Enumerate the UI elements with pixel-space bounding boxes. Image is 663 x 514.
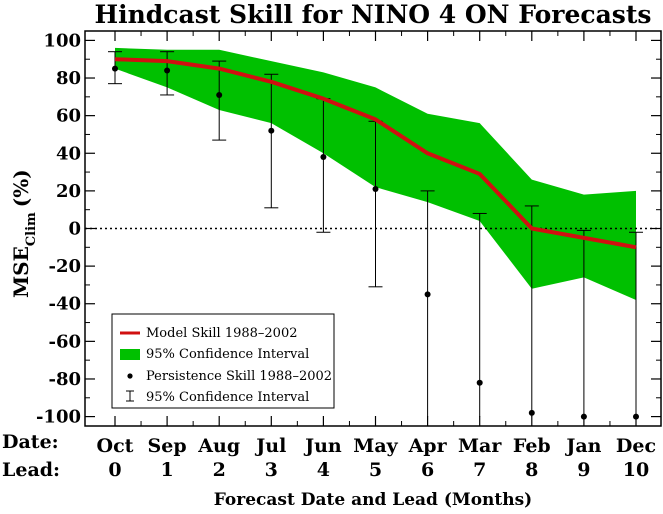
x-lead-label: 4 bbox=[317, 459, 330, 481]
error-bar bbox=[576, 229, 591, 417]
y-axis-title-main: MSE bbox=[9, 246, 33, 298]
y-tick-label: -60 bbox=[48, 331, 81, 352]
x-lead-label: 9 bbox=[577, 459, 590, 481]
x-lead-label: 5 bbox=[369, 459, 382, 481]
x-lead-label: 2 bbox=[213, 459, 226, 481]
x-date-label: Oct bbox=[97, 435, 134, 457]
x-date-label: Jan bbox=[564, 435, 601, 457]
x-date-label: Apr bbox=[408, 435, 448, 457]
x-date-label: Feb bbox=[513, 435, 551, 457]
model-skill-line bbox=[114, 57, 637, 250]
x-lead-label: 1 bbox=[160, 459, 173, 481]
x-date-label: Aug bbox=[197, 435, 240, 457]
persistence-point bbox=[268, 127, 275, 134]
y-tick-label: -100 bbox=[36, 407, 81, 428]
error-bar bbox=[524, 205, 539, 417]
persistence-point bbox=[112, 65, 118, 72]
persistence-point bbox=[424, 291, 431, 298]
error-bar bbox=[264, 73, 279, 209]
y-axis-title-unit: (%) bbox=[9, 169, 33, 207]
x-axis-title: Forecast Date and Lead (Months) bbox=[214, 490, 532, 510]
x-lead-label: 3 bbox=[265, 459, 278, 481]
y-axis-title: MSEClim (%) bbox=[9, 169, 39, 298]
persistence-point bbox=[164, 67, 171, 74]
y-tick-label: 100 bbox=[43, 30, 81, 51]
x-date-label: May bbox=[353, 435, 398, 457]
x-date-label: Dec bbox=[616, 435, 656, 457]
x-date-label: Jul bbox=[254, 435, 286, 457]
date-row-label: Date: bbox=[2, 431, 59, 453]
error-bar bbox=[420, 190, 435, 417]
persistence-point bbox=[372, 186, 379, 192]
legend-persistence-dot bbox=[127, 373, 133, 379]
svg-text:MSEClim(%): MSEClim (%) bbox=[9, 169, 39, 298]
y-axis-title-subscript: Clim bbox=[24, 212, 39, 246]
legend-errorbar-label: 95% Confidence Interval bbox=[146, 390, 309, 405]
y-tick-label: -80 bbox=[48, 369, 81, 390]
x-lead-label: 0 bbox=[108, 459, 121, 481]
legend-band-swatch bbox=[120, 349, 140, 360]
x-date-label: Jun bbox=[303, 435, 342, 457]
y-tick-label: 0 bbox=[68, 219, 81, 240]
legend-box bbox=[111, 313, 335, 409]
x-lead-label: 7 bbox=[473, 459, 486, 481]
legend-band-label: 95% Confidence Interval bbox=[146, 347, 309, 362]
persistence-point bbox=[476, 379, 483, 386]
x-axis-ticks bbox=[114, 31, 637, 426]
y-tick-label: 40 bbox=[56, 143, 81, 164]
y-tick-label: 80 bbox=[56, 68, 81, 89]
chart-title: Hindcast Skill for NINO 4 ON Forecasts bbox=[95, 0, 652, 29]
error-bar bbox=[212, 60, 227, 141]
error-bar bbox=[472, 212, 487, 417]
y-tick-label: 20 bbox=[56, 181, 81, 202]
x-lead-label: 6 bbox=[421, 459, 434, 481]
error-bar bbox=[629, 231, 643, 417]
legend-persistence-label: Persistence Skill 1988–2002 bbox=[146, 369, 332, 384]
y-tick-label: -40 bbox=[48, 294, 81, 315]
y-axis: -100 -80 -60 -40 -20 0 20 40 60 80 100 bbox=[36, 30, 661, 428]
lead-row-label: Lead: bbox=[2, 459, 60, 481]
y-tick-label: -20 bbox=[48, 256, 81, 277]
x-lead-label: 10 bbox=[623, 459, 649, 481]
persistence-point bbox=[216, 91, 223, 98]
x-date-label: Mar bbox=[458, 435, 502, 457]
y-tick-label: 60 bbox=[56, 106, 81, 127]
legend-errorbar-swatch bbox=[126, 390, 134, 402]
x-lead-label: 8 bbox=[525, 459, 538, 481]
persistence-point bbox=[528, 409, 535, 416]
legend: Model Skill 1988–2002 95% Confidence Int… bbox=[111, 313, 335, 409]
legend-model-label: Model Skill 1988–2002 bbox=[146, 326, 298, 341]
persistence-point bbox=[320, 154, 327, 161]
x-date-label: Sep bbox=[148, 435, 187, 457]
